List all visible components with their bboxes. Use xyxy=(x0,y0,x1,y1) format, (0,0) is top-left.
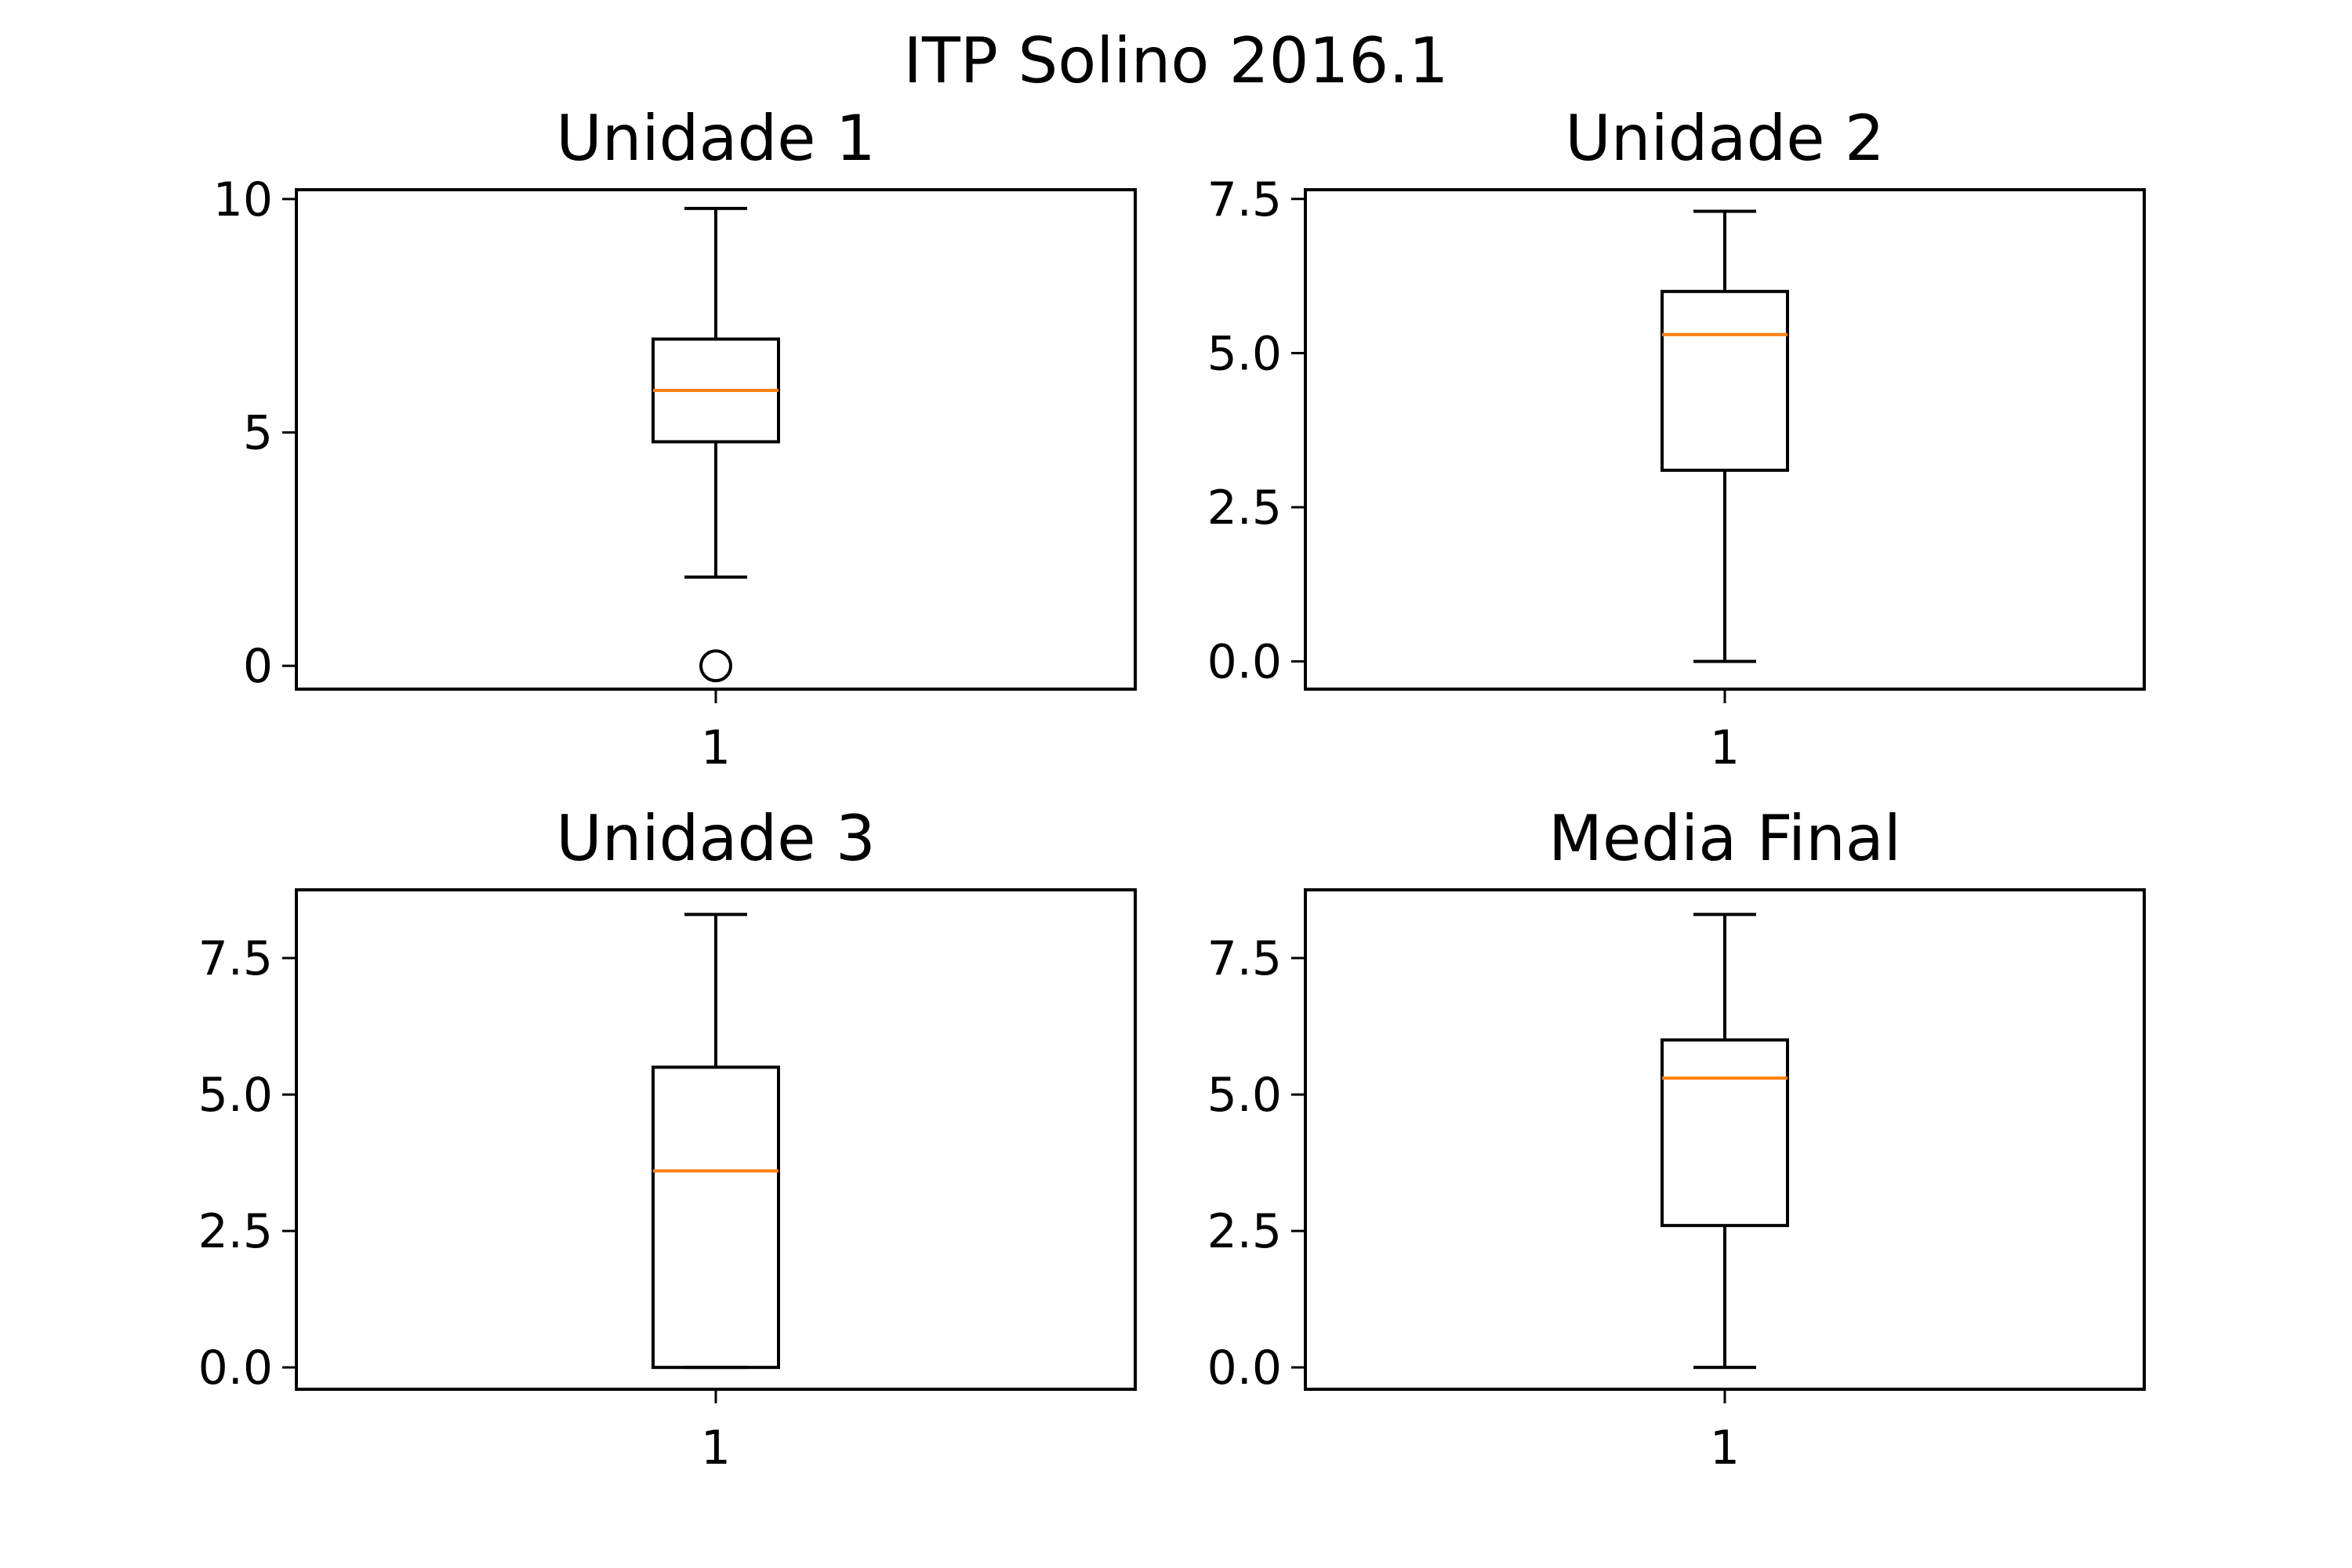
subplot-1: Unidade 1 0 5 10 1 xyxy=(213,102,1137,775)
subplot-2: Unidade 2 0.0 2.5 5.0 7.5 1 xyxy=(1207,102,2146,775)
subplot-2-xtick-label: 1 xyxy=(1710,720,1740,775)
subplot-4-xtick-label: 1 xyxy=(1710,1421,1740,1475)
subplot-1-ytick-label: 5 xyxy=(243,406,273,461)
subplot-3-ytick-label: 5.0 xyxy=(198,1068,273,1123)
subplot-2-box xyxy=(1661,289,1789,472)
subplot-4-title: Media Final xyxy=(1548,802,1901,875)
subplot-3-xtick-label: 1 xyxy=(701,1421,731,1475)
subplot-1-title: Unidade 1 xyxy=(556,102,876,175)
subplot-1-xtick-label: 1 xyxy=(701,720,731,775)
subplot-3-title: Unidade 3 xyxy=(556,802,876,875)
subplot-4-ytick-label: 5.0 xyxy=(1207,1068,1282,1123)
subplot-2-ytick-label: 7.5 xyxy=(1207,172,1282,227)
subplot-2-ytick-label: 5.0 xyxy=(1207,326,1282,381)
subplot-3-ytick-label: 0.0 xyxy=(198,1341,273,1396)
figure-title: ITP Solino 2016.1 xyxy=(903,24,1448,97)
subplot-4-ytick-label: 0.0 xyxy=(1207,1341,1282,1396)
subplot-2-ytick-label: 2.5 xyxy=(1207,481,1282,535)
subplot-1-ytick-label: 10 xyxy=(213,172,273,227)
subplot-3-box xyxy=(652,1065,780,1370)
subplot-4-box xyxy=(1661,1038,1789,1228)
subplot-2-ytick-label: 0.0 xyxy=(1207,635,1282,690)
subplot-3-ytick-label: 7.5 xyxy=(198,931,273,986)
subplot-3: Unidade 3 0.0 2.5 5.0 7.5 1 xyxy=(198,802,1137,1475)
subplot-1-outlier-point xyxy=(699,649,732,683)
subplot-1-ytick-label: 0 xyxy=(243,639,273,694)
subplot-4: Media Final 0.0 2.5 5.0 7.5 1 xyxy=(1207,802,2146,1475)
subplot-3-ytick-label: 2.5 xyxy=(198,1204,273,1259)
subplot-2-title: Unidade 2 xyxy=(1565,102,1885,175)
subplot-4-ytick-label: 7.5 xyxy=(1207,931,1282,986)
subplot-4-ytick-label: 2.5 xyxy=(1207,1204,1282,1259)
